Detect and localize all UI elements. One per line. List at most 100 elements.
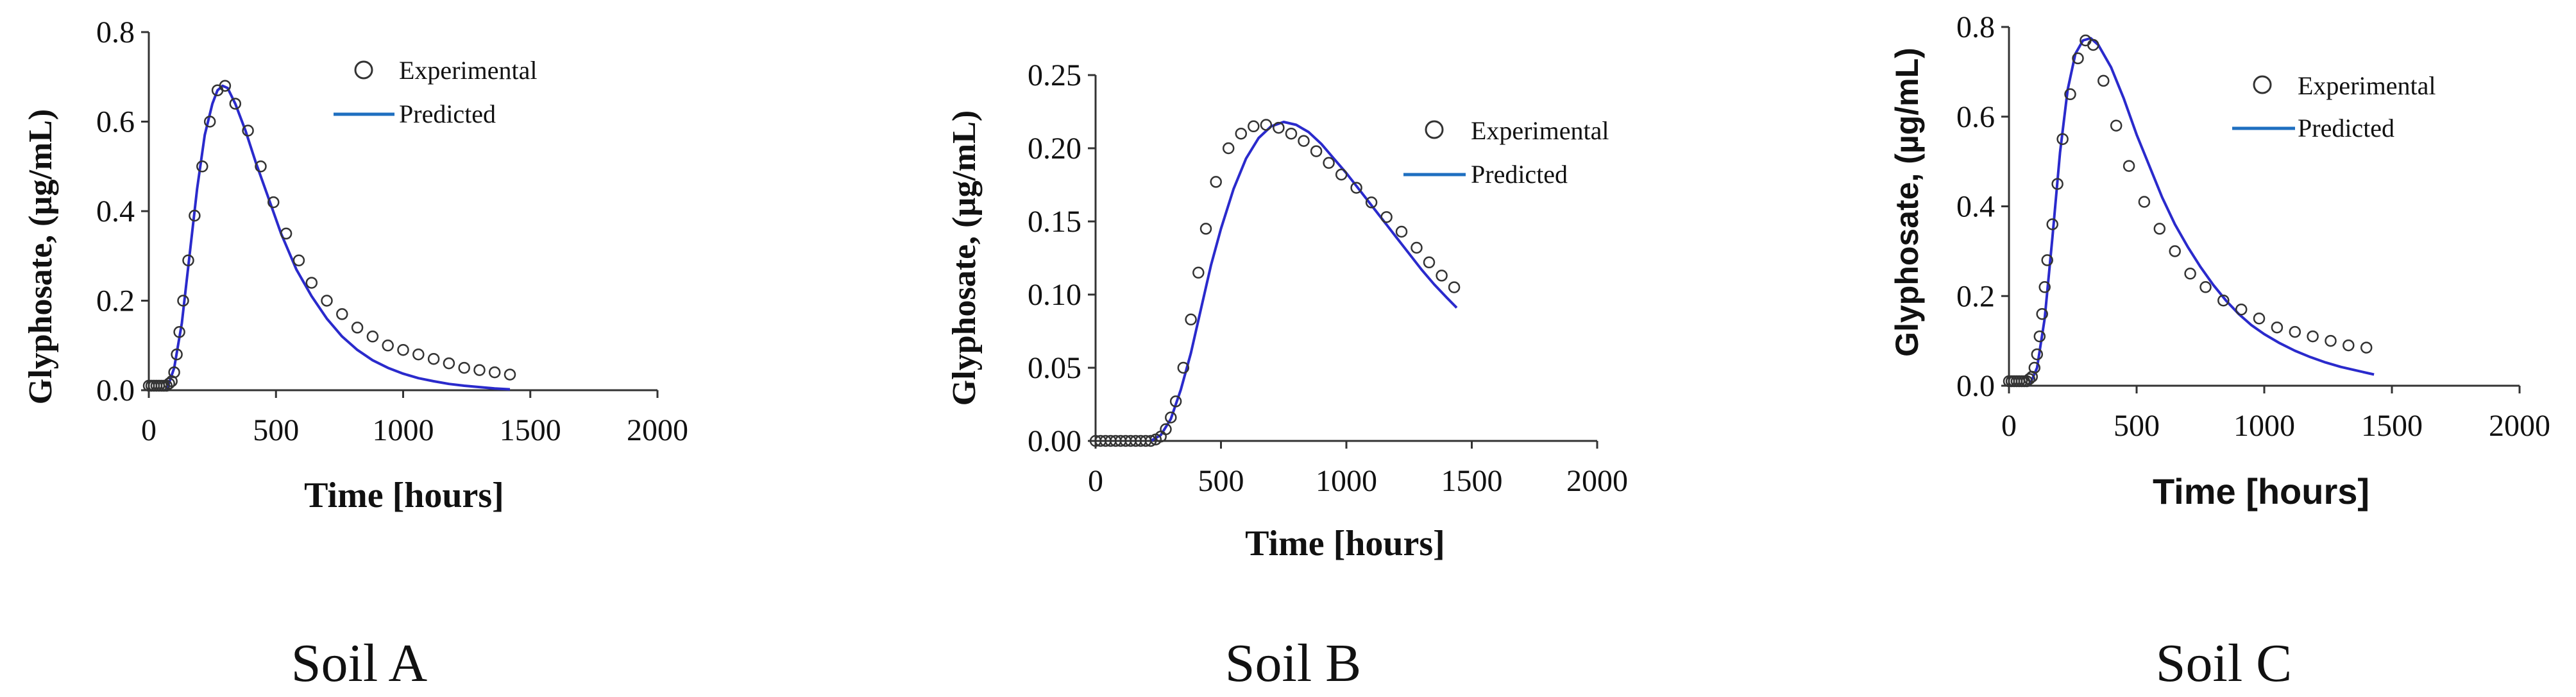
experimental-point [1448, 281, 1461, 293]
experimental-point [1144, 435, 1157, 447]
y-tick-label: 0.0 [1956, 369, 1995, 403]
experimental-point [2028, 361, 2041, 374]
y-tick-label: 0.2 [96, 284, 135, 318]
experimental-point [2056, 133, 2069, 145]
experimental-point [321, 295, 333, 307]
experimental-point [280, 227, 292, 240]
chart-soil-c: Glyphosate, (µg/mL) Time [hours] Experim… [1889, 10, 2550, 512]
x-axis-label: Time [hours] [2153, 471, 2369, 512]
x-tick-label: 500 [253, 413, 299, 447]
experimental-point [1192, 266, 1205, 279]
experimental-point [2325, 334, 2337, 347]
legend-experimental-marker [2253, 75, 2272, 94]
experimental-point [1235, 127, 1248, 140]
legend-experimental-label: Experimental [2298, 71, 2436, 100]
legend-predicted-label: Predicted [2298, 114, 2394, 142]
experimental-point [177, 295, 189, 307]
experimental-point [1436, 270, 1448, 282]
caption-soil-a: Soil A [291, 633, 428, 693]
x-axis-label: Time [hours] [1245, 524, 1445, 564]
experimental-point [1222, 142, 1235, 155]
experimental-point [2023, 373, 2036, 385]
experimental-point [1350, 182, 1362, 194]
legend-predicted-label: Predicted [399, 99, 496, 128]
x-tick-label: 500 [2114, 409, 2160, 443]
experimental-point [2253, 312, 2266, 325]
x-tick-label: 2000 [627, 413, 688, 447]
experimental-point [292, 254, 305, 266]
experimental-point [382, 340, 394, 352]
plot-area: 0 500 1000 1500 2000 0.00 0.05 0.10 0.15 0.20 0.25 [1028, 58, 1628, 498]
experimental-point [2087, 39, 2099, 51]
experimental-point [1165, 411, 1177, 424]
y-axis-label: Glyphosate, (µg/mL) [22, 109, 59, 404]
predicted-line [2028, 37, 2375, 386]
y-axis-label: Glyphosate, (µg/mL) [946, 110, 983, 406]
experimental-point [1199, 223, 1212, 235]
experimental-point [255, 160, 267, 173]
experimental-point [412, 348, 425, 361]
experimental-point [1177, 361, 1190, 374]
experimental-point [2051, 178, 2063, 190]
caption-soil-c: Soil C [2155, 633, 2292, 693]
x-tick-label: 0 [2001, 409, 2017, 443]
experimental-point [2360, 341, 2373, 354]
y-tick-label: 0.2 [1956, 279, 1995, 313]
experimental-point [2271, 321, 2284, 334]
x-tick-label: 0 [141, 413, 157, 447]
experimental-point [163, 377, 175, 390]
experimental-point [366, 331, 379, 343]
experimental-point [2041, 254, 2053, 266]
x-tick-label: 2000 [2489, 409, 2550, 443]
legend-predicted-label: Predicted [1471, 160, 1568, 189]
experimental-point [171, 348, 183, 361]
y-tick-label: 0.15 [1028, 205, 1081, 239]
x-tick-label: 1500 [1441, 464, 1503, 498]
experimental-point [2046, 218, 2058, 230]
experimental-point [1285, 127, 1298, 140]
caption-soil-b: Soil B [1224, 633, 1362, 693]
experimental-point [1169, 395, 1182, 408]
y-axis-label: Glyphosate, (µg/mL) [1889, 47, 1925, 357]
experimental-point [1323, 157, 1335, 169]
legend-experimental-marker [354, 60, 373, 80]
experimental-point [229, 98, 242, 110]
x-tick-label: 2000 [1566, 464, 1628, 498]
experimental-point [2031, 348, 2044, 361]
legend: Experimental Predicted [1403, 116, 1609, 189]
legend-experimental-label: Experimental [399, 56, 537, 85]
experimental-point [1310, 145, 1323, 157]
experimental-point [351, 322, 364, 334]
experimental-point [2153, 223, 2166, 235]
experimental-point [2064, 88, 2076, 101]
plot-area: 0 500 1000 1500 2000 0.0 0.2 0.4 0.6 0.8 [1956, 10, 2550, 443]
experimental-point [2307, 330, 2319, 343]
experimental-point [173, 326, 185, 338]
experimental-point [458, 361, 470, 374]
experimental-point [2235, 303, 2248, 316]
experimental-point [2217, 294, 2230, 307]
y-tick-label: 0.10 [1028, 278, 1081, 312]
y-tick-label: 0.8 [96, 15, 135, 49]
x-tick-label: 1500 [500, 413, 561, 447]
experimental-point [427, 352, 440, 365]
experimental-point [2038, 281, 2051, 293]
experimental-point [2343, 339, 2355, 352]
experimental-point [1273, 121, 1285, 134]
experimental-point [2123, 160, 2135, 172]
experimental-point [1248, 120, 1260, 133]
x-tick-label: 1000 [373, 413, 434, 447]
y-tick-label: 0.4 [1956, 190, 1995, 224]
experimental-point [189, 209, 201, 222]
x-tick-label: 0 [1088, 464, 1103, 498]
x-tick-label: 1000 [2233, 409, 2295, 443]
plot-area: 0 500 1000 1500 2000 0.0 0.2 0.4 0.6 0.8 [96, 15, 688, 447]
experimental-point [443, 357, 455, 370]
y-tick-label: 0.6 [1956, 100, 1995, 134]
y-tick-label: 0.8 [1956, 10, 1995, 44]
experimental-point [2033, 330, 2046, 343]
experimental-point [1185, 313, 1197, 326]
experimental-point [1260, 119, 1273, 131]
x-tick-label: 500 [1198, 464, 1244, 498]
